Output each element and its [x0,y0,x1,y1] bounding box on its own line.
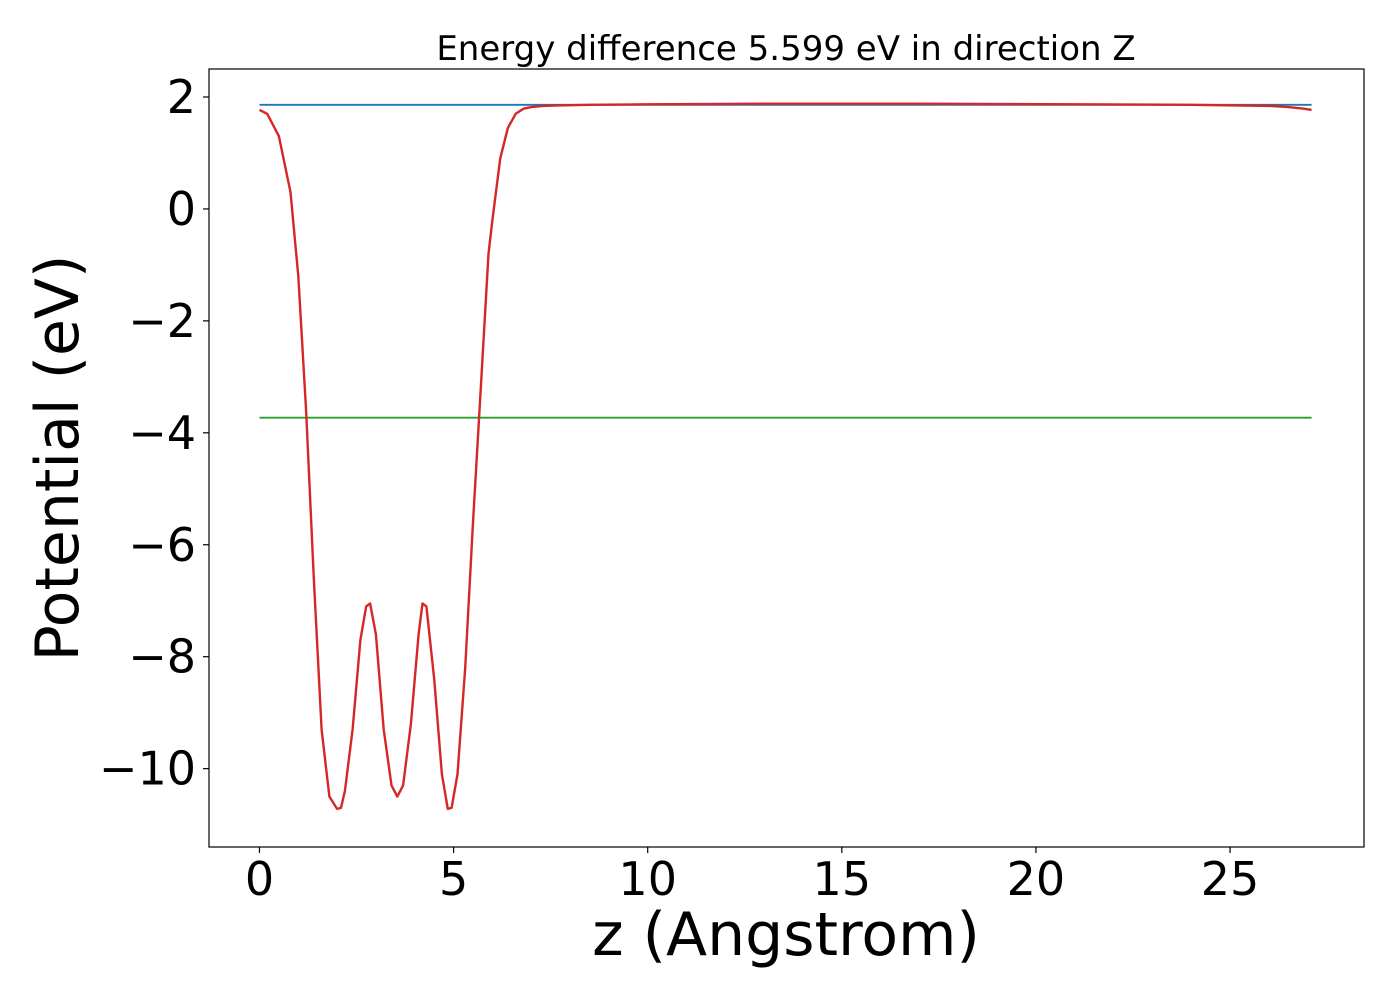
series-line-2 [258,102,1312,811]
x-tick-label: 5 [439,852,468,906]
x-tick-label: 25 [1201,852,1260,906]
y-tick-label: −8 [128,630,196,684]
y-tick-label: −4 [128,406,196,460]
y-axis: 2 0 −2 −4 −6 −8 −10 [99,70,209,796]
x-tick-label: 10 [618,852,677,906]
plot-frame [208,68,1365,848]
y-axis-label: Potential (eV) [23,255,93,662]
plot-area [258,102,1312,811]
y-tick-label: 0 [167,182,196,236]
x-axis: 0 5 10 15 20 25 [245,847,1260,906]
y-tick-label: −6 [128,518,196,572]
y-tick-label: −10 [99,742,196,796]
x-axis-label: z (Angstrom) [592,900,980,970]
x-tick-label: 15 [813,852,872,906]
y-tick-label: 2 [167,70,196,124]
chart-title: Energy difference 5.599 eV in direction … [436,29,1135,69]
x-tick-label: 0 [245,852,274,906]
y-tick-label: −2 [128,294,196,348]
x-tick-label: 20 [1007,852,1066,906]
